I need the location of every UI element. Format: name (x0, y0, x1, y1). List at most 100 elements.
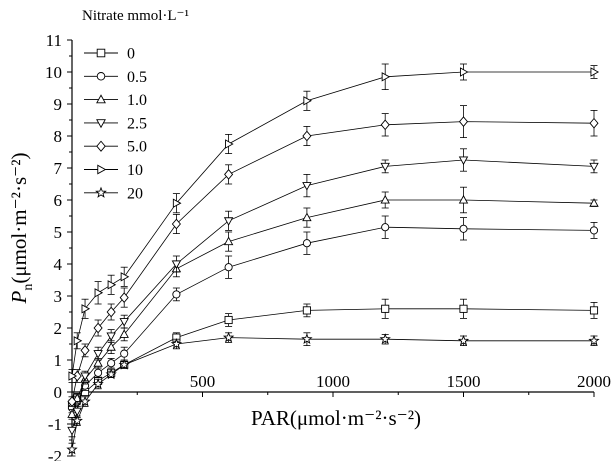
data-point (68, 371, 78, 381)
data-point (67, 396, 77, 407)
x-tick-label: 2000 (577, 372, 611, 391)
data-point (458, 156, 469, 166)
x-tick-label: 500 (190, 372, 216, 391)
data-point (119, 292, 129, 303)
y-tick-label: 11 (46, 31, 62, 50)
data-point (590, 67, 600, 77)
data-point (380, 162, 390, 172)
y-tick-label: 2 (54, 319, 63, 338)
data-point (589, 306, 599, 315)
data-point (120, 349, 129, 358)
series-5-0 (67, 105, 599, 407)
x-tick-label: 1000 (316, 372, 350, 391)
y-axis-title: Pn(μmol·m⁻²·s⁻²) (7, 152, 36, 304)
data-point (224, 169, 234, 180)
data-point (302, 182, 312, 191)
data-point (380, 119, 390, 131)
data-point (172, 198, 182, 208)
legend-item: 1.0 (84, 92, 147, 109)
data-point (222, 331, 235, 343)
y-axis-title-main: P (7, 291, 31, 305)
legend-marker (96, 140, 106, 152)
series-line (71, 159, 595, 431)
series-20 (66, 331, 600, 457)
legend-marker (96, 48, 106, 58)
y-tick-label: 3 (54, 287, 63, 306)
data-point (459, 224, 468, 233)
y-tick-label: 7 (54, 159, 63, 178)
legend-marker (96, 119, 106, 129)
y-tick-label: 6 (54, 191, 63, 210)
data-point (106, 332, 116, 342)
data-point (457, 334, 470, 346)
data-point (302, 239, 311, 248)
legend-item: 10 (84, 162, 143, 179)
data-point (223, 236, 234, 246)
series-line (71, 71, 594, 377)
legend-marker (97, 164, 107, 175)
y-tick-label: -1 (48, 415, 62, 434)
legend-marker (96, 72, 106, 81)
legend-item: 5.0 (84, 139, 147, 156)
data-point (119, 318, 129, 327)
legend-marker (95, 186, 107, 198)
y-tick-label: 0 (54, 383, 63, 402)
series-line (71, 121, 595, 402)
series-10 (68, 63, 600, 383)
data-point (172, 290, 181, 299)
data-point (106, 306, 116, 318)
data-point (459, 304, 468, 313)
data-point (120, 272, 130, 282)
data-point (66, 443, 78, 455)
data-point (301, 333, 313, 345)
legend: Nitrate mmol·L⁻¹ 0 0.5 1.0 2.5 5.0 10 20 (82, 8, 189, 202)
data-point (107, 359, 116, 368)
legend-label: 20 (127, 185, 143, 202)
legend-label: 0.5 (127, 69, 147, 86)
data-point (589, 117, 599, 129)
axes: -2 -1 0 1 2 3 4 5 6 7 8 9 10 11 500 1000 1500 2000 (45, 31, 611, 461)
data-point (170, 338, 183, 349)
y-tick-label: -2 (48, 447, 62, 461)
data-point (72, 393, 82, 402)
data-point (94, 368, 103, 377)
x-tick-label: 1500 (447, 372, 481, 391)
data-point (223, 217, 234, 226)
y-tick-label: 1 (54, 351, 63, 370)
y-tick-label: 10 (45, 63, 62, 82)
data-point (225, 139, 234, 149)
data-point (381, 223, 390, 232)
data-point (72, 370, 82, 382)
series-layer (66, 63, 600, 457)
legend-title: Nitrate mmol·L⁻¹ (82, 8, 189, 24)
series-2-5 (67, 148, 599, 438)
x-axis-title: PAR(μmol·m⁻²·s⁻²) (251, 406, 421, 430)
data-point (379, 333, 391, 345)
data-point (302, 212, 312, 222)
y-tick-label: 8 (54, 127, 63, 146)
data-point (93, 322, 103, 334)
legend-marker (96, 94, 106, 104)
data-point (80, 372, 90, 382)
data-point (71, 414, 83, 426)
data-point (303, 96, 312, 106)
data-point (92, 378, 104, 389)
legend-item: 20 (84, 185, 143, 202)
data-point (224, 263, 233, 272)
data-point (381, 72, 391, 82)
data-point (80, 345, 90, 356)
data-point (302, 130, 312, 142)
data-point (589, 198, 599, 207)
legend-label: 1.0 (127, 92, 147, 109)
data-point (459, 67, 469, 77)
legend-label: 10 (127, 162, 143, 179)
data-point (67, 426, 77, 436)
legend-item: 2.5 (84, 115, 147, 132)
data-point (106, 342, 116, 351)
data-point (93, 350, 103, 359)
data-point (94, 288, 104, 298)
data-point (73, 336, 83, 346)
legend-label: 2.5 (127, 115, 147, 132)
data-point (118, 358, 130, 370)
